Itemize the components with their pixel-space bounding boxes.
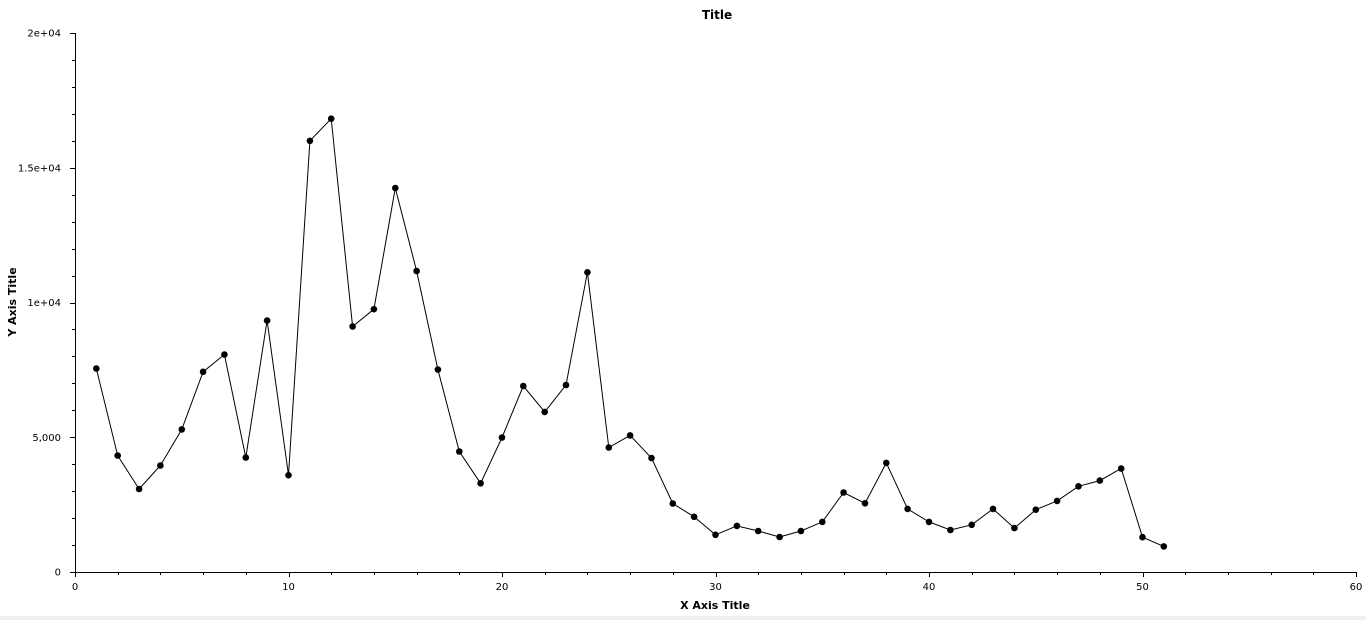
data-point: [883, 459, 890, 467]
data-point: [242, 454, 250, 461]
data-point: [584, 269, 591, 276]
data-point: [1011, 524, 1018, 532]
x-tick-label: 20: [496, 582, 509, 593]
y-axis-ticks: 0 5,000 1e+04 1.5e+04 2e+04: [18, 29, 75, 579]
data-point: [349, 323, 356, 330]
data-point: [989, 505, 997, 513]
x-axis-ticks: 0 10 20 30 40 50 60: [72, 572, 1363, 593]
x-tick-label: 30: [709, 582, 722, 593]
data-point: [456, 448, 463, 455]
data-point: [712, 531, 719, 539]
data-point: [690, 513, 698, 521]
data-point: [925, 518, 933, 526]
data-point: [306, 137, 314, 145]
data-point: [1075, 483, 1082, 490]
data-point: [135, 485, 143, 493]
x-tick-label: 0: [72, 582, 78, 593]
data-point: [413, 267, 420, 275]
y-axis-title: Y Axis Title: [6, 267, 19, 337]
data-point: [93, 365, 100, 372]
data-point: [754, 527, 762, 535]
x-tick-label: 50: [1136, 582, 1149, 593]
y-tick-label: 0: [55, 568, 61, 579]
data-point: [1117, 465, 1125, 472]
data-point: [904, 505, 911, 513]
data-point: [327, 115, 335, 122]
window-bottom-edge: [0, 616, 1366, 620]
data-point: [221, 351, 228, 358]
data-point: [626, 432, 634, 439]
data-point: [1096, 477, 1104, 484]
data-point: [178, 426, 186, 433]
data-point: [1139, 533, 1146, 541]
series-line: [95, 117, 1164, 547]
data-point: [157, 462, 164, 469]
data-point: [776, 533, 783, 541]
data-point: [733, 522, 741, 530]
y-tick-label: 1.5e+04: [18, 163, 61, 174]
data-point: [370, 305, 378, 313]
data-point: [1032, 506, 1040, 513]
x-tick-label: 10: [282, 582, 295, 593]
data-point: [114, 452, 121, 459]
y-tick-label: 2e+04: [27, 29, 61, 40]
y-tick-label: 1e+04: [27, 298, 61, 309]
plot-area: [93, 115, 1168, 550]
data-point: [861, 500, 869, 507]
x-tick-label: 60: [1350, 582, 1363, 593]
data-point: [498, 434, 506, 441]
chart-title: Title: [702, 8, 732, 22]
x-tick-label: 40: [923, 582, 936, 593]
data-point: [434, 366, 442, 373]
y-tick-label: 5,000: [32, 433, 61, 444]
data-point: [605, 444, 613, 451]
data-point: [392, 184, 399, 192]
data-point: [968, 521, 975, 529]
data-point: [520, 382, 527, 390]
data-point: [541, 408, 548, 416]
data-point: [840, 489, 847, 496]
data-point: [947, 526, 954, 534]
data-point: [797, 527, 805, 535]
data-point: [263, 317, 271, 324]
x-axis-title: X Axis Title: [680, 599, 750, 612]
data-point: [562, 381, 570, 389]
data-point: [199, 368, 207, 376]
data-point: [819, 518, 826, 526]
data-point: [648, 454, 655, 462]
data-point: [1160, 543, 1168, 550]
data-point: [285, 471, 292, 479]
data-point: [669, 500, 677, 507]
data-point: [1053, 497, 1061, 505]
data-point: [477, 480, 484, 487]
